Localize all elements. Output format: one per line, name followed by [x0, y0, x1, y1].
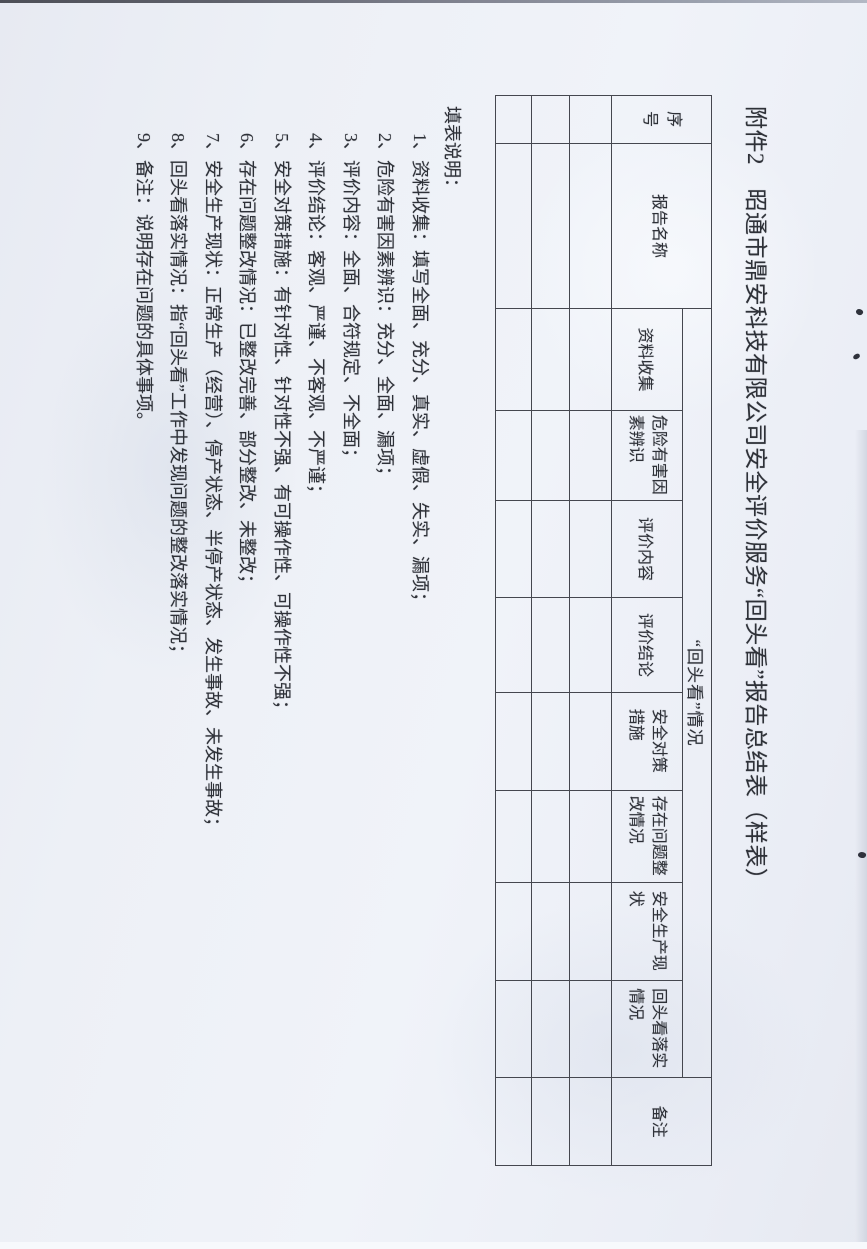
empty-cell [569, 1077, 612, 1166]
empty-cell [531, 95, 570, 144]
empty-cell [531, 597, 570, 693]
empty-cell [531, 882, 570, 981]
note-item: 6、存在问题整改情况：已整改完善、部分整改、未整改； [237, 133, 258, 592]
table-empty-row [495, 95, 532, 1166]
header-production-status: 安全生产现状 [611, 882, 683, 981]
header-hazard-identification: 危险有害因素辨识 [611, 410, 683, 501]
empty-cell [569, 692, 612, 791]
empty-cell [495, 500, 532, 598]
header-remarks: 备注 [611, 1077, 712, 1166]
scan-bottom-edge-highlight [0, 1242, 867, 1249]
empty-cell [569, 882, 612, 981]
empty-cell [569, 597, 612, 693]
empty-cell [495, 308, 532, 411]
header-group-review-status: “回头看”情况 [682, 308, 712, 1078]
empty-cell [495, 95, 532, 144]
header-evaluation-content: 评价内容 [611, 500, 683, 598]
empty-cell [495, 143, 532, 309]
note-item: 4、评价结论：客观、严谨、不客观、不严谨； [306, 133, 327, 502]
header-report-name: 报告名称 [611, 143, 712, 309]
empty-cell [495, 980, 532, 1078]
note-item: 8、回头看落实情况：指“回头看”工作中发现问题的整改落实情况； [168, 133, 189, 662]
notes-section: 填表说明： 1、资料收集：填写全面、充分、真实、虚假、失实、漏项； 2、危险有害… [127, 106, 468, 1216]
header-evaluation-conclusion: 评价结论 [611, 597, 683, 693]
empty-cell [531, 790, 570, 883]
header-safety-measures: 安全对策措施 [611, 692, 683, 791]
note-item: 2、危险有害因素辨识：充分、全面、漏项； [375, 133, 396, 484]
empty-cell [531, 143, 570, 309]
note-item: 3、评价内容：全面、合符规定、不全面； [341, 133, 361, 466]
empty-cell [495, 597, 532, 693]
scan-right-edge-shadow [855, 430, 867, 1249]
empty-cell [531, 500, 570, 598]
empty-cell [569, 500, 612, 598]
note-item: 5、安全对策措施：有针对性、针对性不强、有可操作性、可操作性不强； [272, 133, 292, 718]
empty-cell [495, 410, 532, 501]
empty-cell [569, 790, 612, 883]
empty-cell [531, 410, 570, 501]
note-item: 7、安全生产现状：正常生产（经营）、停产状态、半停产状态、发生事故、未发生事故； [203, 133, 223, 835]
document-title: 附件2 昭通市鼎安科技有限公司安全评价服务“回头看”报告总结表（样表） [743, 106, 768, 892]
header-data-collection: 资料收集 [611, 308, 683, 411]
notes-title: 填表说明： [442, 106, 462, 196]
empty-cell [569, 95, 612, 144]
empty-cell [531, 692, 570, 791]
empty-cell [531, 308, 570, 411]
header-followup-status: 回头看落实情况 [611, 980, 683, 1078]
table-empty-row [569, 95, 612, 1166]
empty-cell [495, 790, 532, 883]
empty-cell [495, 1077, 532, 1166]
table-empty-row [531, 95, 570, 1166]
empty-cell [531, 1077, 570, 1166]
scan-top-edge-shadow [0, 0, 867, 3]
summary-table: 序号 报告名称 “回头看”情况 备注 资料收集 危险有害因素辨识 评价内容 [495, 95, 712, 1166]
empty-cell [569, 980, 612, 1078]
empty-cell [569, 308, 612, 411]
header-rectification-status: 存在问题整改情况 [611, 790, 683, 883]
empty-cell [495, 882, 532, 981]
empty-cell [569, 143, 612, 309]
empty-cell [569, 410, 612, 501]
empty-cell [495, 692, 532, 791]
empty-cell [531, 980, 570, 1078]
note-item: 9、备注：说明存在问题的具体事项。 [134, 133, 154, 430]
header-serial-number: 序号 [611, 95, 712, 144]
note-item: 1、资料收集：填写全面、充分、真实、虚假、失实、漏项； [410, 133, 430, 610]
